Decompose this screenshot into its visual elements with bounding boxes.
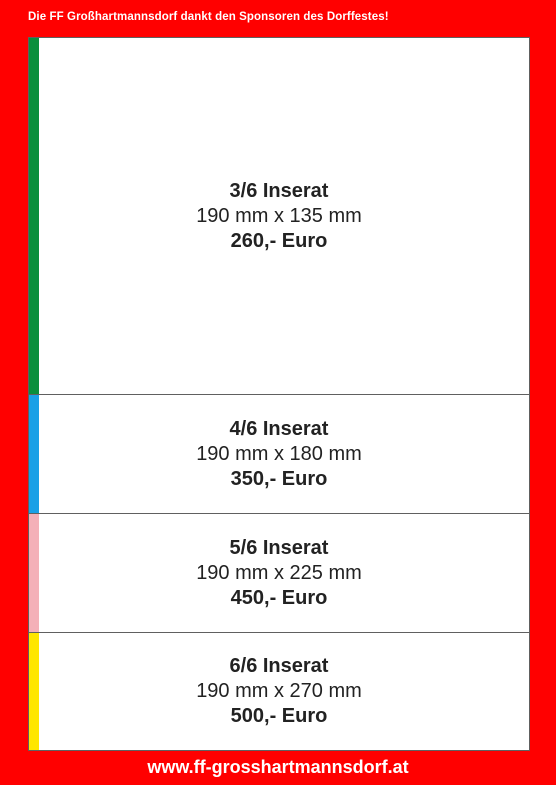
ad-option-4-6: 4/6 Inserat 190 mm x 180 mm 350,- Euro [29,394,529,513]
ad-price: 500,- Euro [230,705,328,727]
ad-option-3-6: 3/6 Inserat 190 mm x 135 mm 260,- Euro [29,38,529,394]
ad-title: 6/6 Inserat [229,655,329,677]
ad-dimensions: 190 mm x 135 mm [196,204,362,227]
ad-price: 350,- Euro [230,467,328,490]
color-stripe-green [29,38,39,394]
ad-title: 4/6 Inserat [229,417,329,440]
header-text: Die FF Großhartmannsdorf dankt den Spons… [28,11,389,23]
color-stripe-pink [29,514,39,632]
ad-price: 260,- Euro [230,229,328,252]
website-link[interactable]: www.ff-grosshartmannsdorf.at [147,757,409,777]
ad-options-panel: 3/6 Inserat 190 mm x 135 mm 260,- Euro 4… [28,37,530,751]
color-stripe-blue [29,395,39,513]
ad-option-6-6: 6/6 Inserat 190 mm x 270 mm 500,- Euro [29,632,529,750]
ad-price: 450,- Euro [230,586,328,609]
ad-dimensions: 190 mm x 225 mm [196,561,362,584]
ad-title: 5/6 Inserat [229,536,329,559]
color-stripe-yellow [29,633,39,750]
ad-dimensions: 190 mm x 270 mm [196,680,362,702]
ad-option-5-6: 5/6 Inserat 190 mm x 225 mm 450,- Euro [29,513,529,632]
ad-dimensions: 190 mm x 180 mm [196,442,362,465]
ad-title: 3/6 Inserat [229,179,329,202]
